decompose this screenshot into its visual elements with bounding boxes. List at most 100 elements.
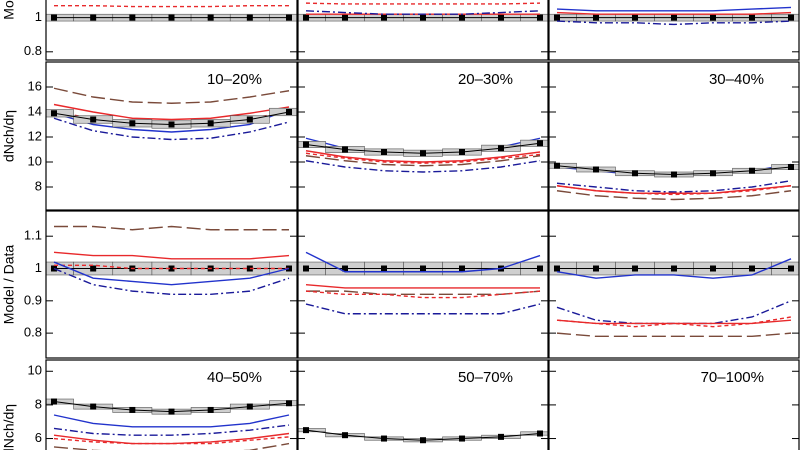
data-point xyxy=(129,406,136,413)
data-point xyxy=(420,437,426,444)
data-point xyxy=(51,398,57,405)
data-point xyxy=(129,14,136,21)
y-tick-label: 16 xyxy=(28,78,42,93)
panel-frame xyxy=(45,210,298,359)
model-line xyxy=(556,332,792,338)
model-line xyxy=(556,6,792,12)
model-line xyxy=(53,436,290,445)
y-tick-label: 1 xyxy=(35,260,42,275)
model-line xyxy=(305,150,541,163)
model-line xyxy=(53,414,290,428)
data-point xyxy=(342,14,348,21)
model-line xyxy=(54,4,289,8)
panel-frame xyxy=(297,210,549,359)
model-line xyxy=(305,2,541,5)
panel-label: 20–30% xyxy=(458,71,513,88)
model-line xyxy=(556,185,792,194)
data-point xyxy=(420,265,426,272)
data-point xyxy=(90,116,97,123)
panel-frame xyxy=(297,359,549,450)
model-line xyxy=(556,20,792,26)
data-point xyxy=(554,14,560,21)
data-point xyxy=(286,400,292,407)
model-line xyxy=(556,11,792,15)
panel-label: 30–40% xyxy=(709,71,764,88)
panel xyxy=(46,225,297,334)
error-box xyxy=(520,139,548,147)
model-line xyxy=(305,251,541,273)
y-axis-title: dNch/dη xyxy=(1,110,17,162)
data-point xyxy=(554,265,560,272)
y-tick-label: 12 xyxy=(28,128,42,143)
data-point xyxy=(51,14,57,21)
y-tick-label: 8 xyxy=(35,178,42,193)
data-point xyxy=(342,146,348,153)
data-point xyxy=(554,162,560,169)
data-point xyxy=(459,14,465,21)
model-line xyxy=(556,258,792,279)
model-line xyxy=(556,319,792,325)
data-point xyxy=(459,149,465,155)
model-line xyxy=(305,303,541,315)
y-axis-title: Model / Data xyxy=(1,245,17,325)
model-line xyxy=(306,290,541,296)
data-point xyxy=(168,408,175,415)
panel-label: 70–100% xyxy=(701,369,764,386)
data-point xyxy=(342,265,348,272)
data-point xyxy=(90,14,97,21)
panel xyxy=(298,86,548,188)
error-box xyxy=(46,109,74,118)
data-point xyxy=(459,435,465,442)
data-point xyxy=(381,265,387,272)
panel-label: 10–20% xyxy=(207,71,262,88)
y-tick-label: 1.1 xyxy=(24,228,42,243)
panel-frame xyxy=(297,61,549,211)
panel-frame xyxy=(548,61,800,211)
data-point xyxy=(593,14,599,21)
data-point xyxy=(246,403,253,410)
model-line xyxy=(53,267,290,296)
data-point xyxy=(671,265,677,272)
panel-frame xyxy=(548,0,800,61)
data-point xyxy=(710,170,716,177)
data-point xyxy=(303,14,309,21)
panel xyxy=(298,370,548,444)
data-point xyxy=(246,116,253,123)
model-line xyxy=(53,103,290,121)
panel xyxy=(298,2,548,53)
data-point xyxy=(537,140,543,147)
model-line xyxy=(305,283,540,289)
data-point xyxy=(286,14,292,21)
data-point xyxy=(632,14,638,21)
data-point xyxy=(710,14,716,21)
data-point xyxy=(381,149,387,155)
data-point xyxy=(788,164,794,170)
y-tick-label: 8 xyxy=(35,396,42,411)
error-box xyxy=(269,107,297,117)
model-line xyxy=(53,108,290,133)
data-point xyxy=(342,432,348,439)
data-point xyxy=(593,265,599,272)
data-point xyxy=(51,110,57,117)
data-point xyxy=(788,265,794,272)
y-tick-label: 0.9 xyxy=(24,292,42,307)
model-line xyxy=(53,251,290,260)
panel xyxy=(549,6,799,53)
data-point xyxy=(710,265,716,272)
panel xyxy=(549,370,799,440)
data-point xyxy=(420,14,426,21)
model-line xyxy=(53,424,290,436)
panel xyxy=(549,86,799,201)
panel xyxy=(549,235,799,338)
model-line xyxy=(53,432,290,445)
data-point xyxy=(381,14,387,21)
data-point xyxy=(381,435,387,442)
error-box xyxy=(298,141,326,148)
data-point xyxy=(90,265,97,272)
data-point xyxy=(749,14,755,21)
y-tick-label: 0.8 xyxy=(24,43,42,58)
data-point xyxy=(303,265,309,272)
data-point xyxy=(498,433,504,440)
y-tick-label: 10 xyxy=(28,363,42,378)
y-tick-label: 14 xyxy=(28,103,42,118)
